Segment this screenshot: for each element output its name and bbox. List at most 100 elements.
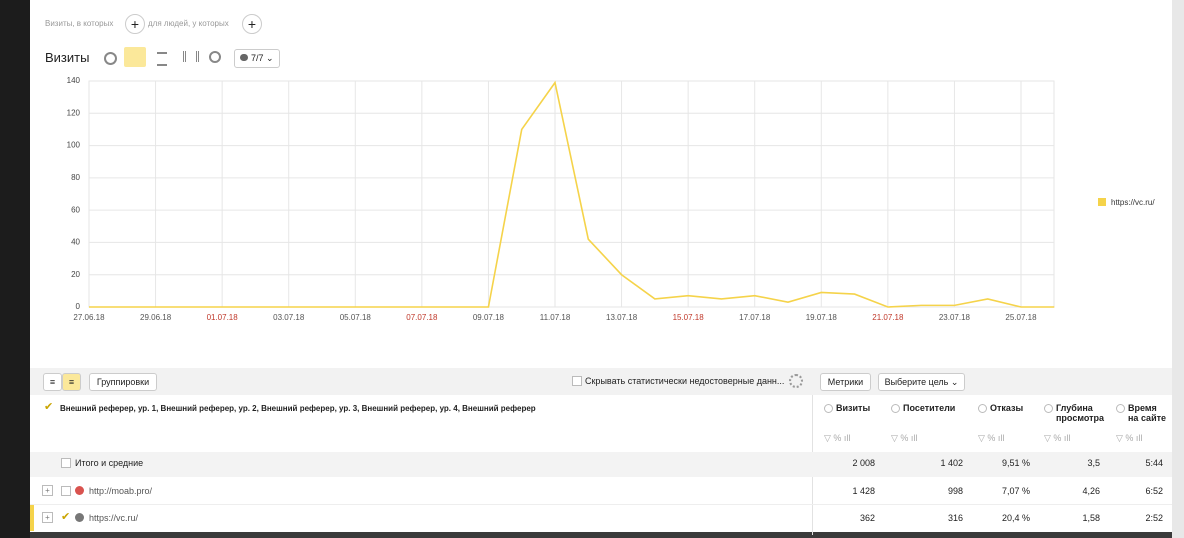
column-sort-radio[interactable] — [1116, 404, 1125, 413]
hide-unreliable-label: Скрывать статистически недостоверные дан… — [585, 376, 785, 386]
settings-gear[interactable] — [789, 374, 803, 388]
icon-pie[interactable] — [104, 52, 117, 65]
row-label: https://vc.ru/ — [89, 513, 139, 523]
expand-button[interactable]: + — [42, 485, 53, 496]
goal-button[interactable]: Выберите цель ⌄ — [878, 373, 965, 391]
header-check[interactable]: ✔ — [44, 401, 54, 413]
column-sort-radio[interactable] — [978, 404, 987, 413]
total-row-bg — [30, 452, 1172, 477]
plot-frame — [88, 80, 1055, 308]
cell-value: 998 — [947, 486, 963, 496]
column-filter-icons[interactable]: ▽ % ıll — [1116, 433, 1143, 443]
x-tick-label: 19.07.18 — [806, 313, 838, 322]
cell-value: 2 008 — [852, 458, 875, 468]
icon-line-active[interactable] — [124, 47, 146, 67]
cell-value: 316 — [947, 513, 963, 523]
y-tick-label: 40 — [71, 238, 80, 247]
y-tick-label: 60 — [71, 205, 80, 214]
y-tick-label: 20 — [71, 270, 80, 279]
view-list[interactable]: ≡ — [43, 373, 62, 391]
legend-swatch[interactable] — [1098, 198, 1106, 206]
column-header[interactable]: Визиты — [836, 403, 871, 413]
x-tick-label: 29.06.18 — [140, 313, 172, 322]
cell-value: 1 402 — [940, 458, 963, 468]
row-checkbox[interactable] — [61, 458, 71, 468]
column-header[interactable]: Время на сайте — [1128, 403, 1167, 423]
expand-button[interactable]: + — [42, 512, 53, 523]
cell-value: 1 428 — [852, 486, 875, 496]
column-filter-icons[interactable]: ▽ % ıll — [1044, 433, 1071, 443]
column-filter-icons[interactable]: ▽ % ıll — [891, 433, 918, 443]
cell-value: 1,58 — [1082, 513, 1100, 523]
site-icon — [75, 513, 84, 522]
x-tick-label: 07.07.18 — [406, 313, 438, 322]
filter-people: для людей, у которых — [148, 19, 229, 28]
column-sort-radio[interactable] — [824, 404, 833, 413]
y-tick-label: 0 — [76, 302, 81, 311]
row-label: http://moab.pro/ — [89, 486, 153, 496]
row-checkbox[interactable] — [61, 486, 71, 496]
x-tick-label: 21.07.18 — [872, 313, 904, 322]
y-tick-label: 100 — [67, 141, 81, 150]
cell-value: 7,07 % — [1001, 486, 1030, 496]
x-tick-label: 25.07.18 — [1005, 313, 1037, 322]
x-tick-label: 05.07.18 — [340, 313, 372, 322]
column-sort-radio[interactable] — [1044, 404, 1053, 413]
x-tick-label: 13.07.18 — [606, 313, 638, 322]
x-tick-label: 01.07.18 — [207, 313, 239, 322]
cell-value: 362 — [859, 513, 875, 523]
site-icon — [75, 486, 84, 495]
x-tick-label: 11.07.18 — [540, 313, 571, 322]
view-tree[interactable]: ≡ — [62, 373, 81, 391]
hide-unreliable-checkbox[interactable] — [572, 376, 582, 386]
left-dark-strip — [0, 0, 30, 538]
dimension-header: Внешний реферер, ур. 1, Внешний реферер,… — [60, 404, 536, 413]
column-header[interactable]: Глубина просмотра — [1056, 403, 1105, 423]
icon-bars[interactable] — [183, 51, 199, 62]
row-label: Итого и средние — [75, 458, 144, 468]
column-header[interactable]: Посетители — [903, 403, 956, 413]
metrics-button[interactable]: Метрики — [820, 373, 871, 391]
add-visit-filter[interactable]: + — [125, 14, 145, 34]
row-check[interactable]: ✔ — [61, 511, 71, 523]
x-tick-label: 27.06.18 — [73, 313, 105, 322]
chart: 0 20 40 60 80 100 120 140 27.06.18 29.06.18 01.07.… — [67, 76, 1156, 322]
y-tick-label: 120 — [67, 108, 81, 117]
goal-label: Выберите цель — [884, 377, 949, 387]
selected-row-marker — [30, 505, 34, 531]
add-people-filter[interactable]: + — [242, 14, 262, 34]
cell-value: 2:52 — [1145, 513, 1163, 523]
legend-label: https://vc.ru/ — [1111, 198, 1155, 207]
series-selector[interactable]: 7/7 ⌄ — [234, 49, 280, 68]
column-filter-icons[interactable]: ▽ % ıll — [824, 433, 851, 443]
selector-icon — [240, 54, 248, 61]
x-tick-label: 03.07.18 — [273, 313, 305, 322]
x-tick-label: 17.07.18 — [739, 313, 771, 322]
column-sort-radio[interactable] — [891, 404, 900, 413]
filter-visits: Визиты, в которых — [45, 19, 114, 28]
y-tick-label: 140 — [67, 76, 81, 85]
x-tick-label: 23.07.18 — [939, 313, 971, 322]
cell-value: 20,4 % — [1001, 513, 1030, 523]
column-filter-icons[interactable]: ▽ % ıll — [978, 433, 1005, 443]
cell-value: 6:52 — [1145, 486, 1163, 496]
series-line — [89, 80, 1055, 308]
cell-value: 5:44 — [1145, 458, 1163, 468]
scrollbar[interactable] — [1172, 0, 1184, 538]
chart-title: Визиты — [45, 50, 90, 65]
row-divider — [30, 504, 1172, 505]
series-count: 7/7 — [251, 53, 264, 63]
groupings-button[interactable]: Группировки — [89, 373, 157, 391]
x-tick-label: 09.07.18 — [473, 313, 505, 322]
y-tick-label: 80 — [71, 173, 80, 182]
column-header[interactable]: Отказы — [990, 403, 1024, 413]
bottom-strip — [30, 532, 1172, 538]
x-tick-label: 15.07.18 — [673, 313, 705, 322]
cell-value: 3,5 — [1087, 458, 1100, 468]
icon-map[interactable] — [209, 51, 221, 63]
cell-value: 4,26 — [1082, 486, 1100, 496]
icon-area[interactable] — [157, 52, 167, 66]
cell-value: 9,51 % — [1001, 458, 1030, 468]
table-toolbar — [30, 368, 1172, 395]
